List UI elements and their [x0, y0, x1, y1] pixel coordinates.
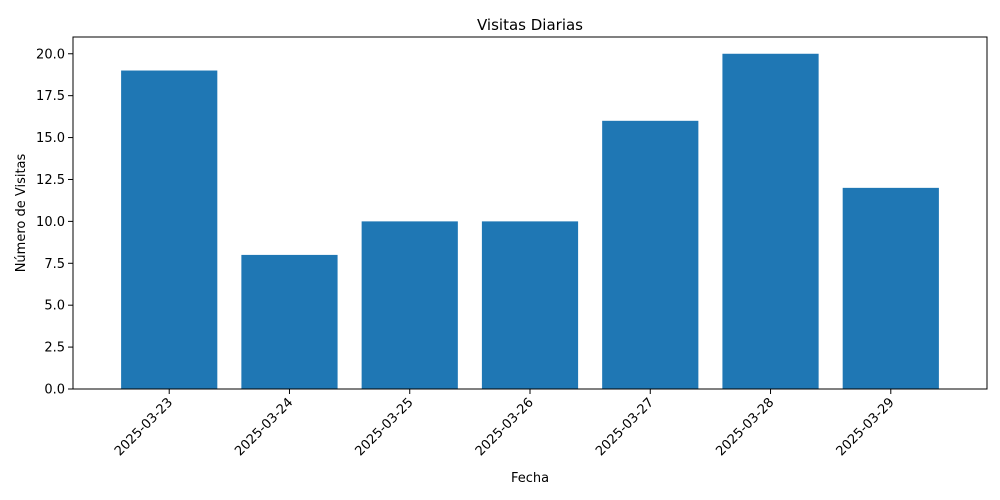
chart-title: Visitas Diarias [477, 16, 583, 34]
bar-2025-03-27 [602, 120, 699, 390]
y-tick-label: 12.5 [36, 173, 65, 188]
x-axis-label: Fecha [511, 471, 549, 486]
y-axis-label: Número de Visitas [14, 153, 29, 272]
x-tick-label: 2025-03-27 [593, 395, 657, 459]
y-tick-label: 2.5 [44, 341, 65, 356]
y-tick-label: 10.0 [36, 215, 65, 230]
bar-2025-03-23 [121, 70, 218, 390]
y-tick-label: 5.0 [44, 299, 65, 314]
y-tick-label: 7.5 [44, 257, 65, 272]
y-tick-label: 20.0 [36, 47, 65, 62]
x-tick-label: 2025-03-26 [473, 395, 537, 459]
bar-2025-03-26 [481, 221, 579, 389]
x-tick-label: 2025-03-28 [713, 395, 777, 459]
y-tick-label: 0.0 [44, 383, 65, 398]
x-tick-label: 2025-03-23 [112, 395, 176, 459]
y-tick-label: 17.5 [36, 89, 65, 104]
y-tick-label: 15.0 [36, 131, 65, 146]
x-tick-label: 2025-03-24 [232, 395, 296, 459]
x-tick-label: 2025-03-25 [353, 395, 417, 459]
y-axis: 0.0 2.5 5.0 7.5 10.0 12.5 15.0 17.5 20.0 [36, 47, 73, 398]
plot-frame [72, 36, 988, 390]
bar-2025-03-28 [722, 53, 819, 390]
bar-2025-03-25 [361, 221, 458, 389]
x-tick-label: 2025-03-29 [834, 395, 898, 459]
x-axis: 2025-03-23 2025-03-24 2025-03-25 2025-03-26… [112, 389, 898, 459]
bar-2025-03-29 [842, 187, 939, 389]
bar-2025-03-24 [241, 254, 338, 389]
bars-group [121, 53, 939, 390]
